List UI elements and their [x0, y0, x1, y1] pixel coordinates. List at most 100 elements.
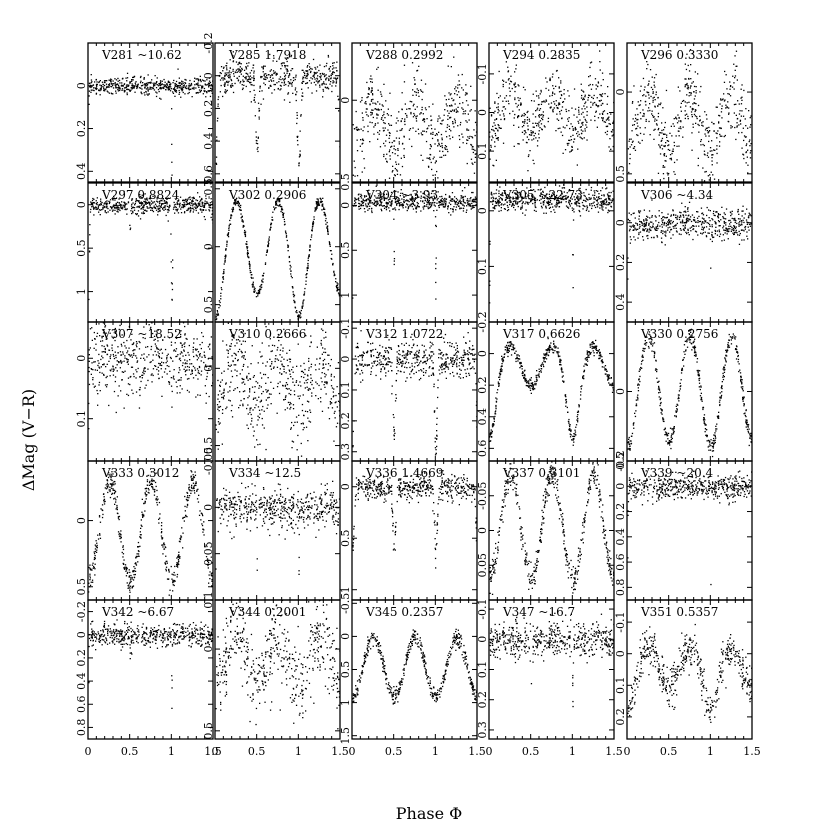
- data-point: [247, 250, 249, 252]
- data-point: [663, 154, 665, 156]
- data-point: [413, 77, 415, 79]
- data-point: [296, 310, 298, 312]
- data-point: [326, 62, 328, 65]
- data-point: [411, 202, 413, 204]
- data-point: [660, 102, 662, 104]
- data-point: [366, 206, 368, 208]
- data-point: [219, 301, 221, 304]
- data-point: [228, 224, 230, 227]
- data-point: [317, 202, 319, 205]
- data-point: [656, 124, 658, 126]
- data-point: [390, 201, 392, 203]
- data-point: [288, 75, 290, 77]
- data-point: [181, 86, 183, 88]
- data-point: [200, 80, 202, 83]
- data-point: [428, 202, 430, 204]
- data-point: [124, 202, 126, 204]
- data-point: [664, 126, 666, 129]
- data-point: [131, 88, 133, 90]
- data-point: [512, 202, 514, 205]
- data-point: [183, 204, 185, 206]
- data-point: [263, 73, 265, 75]
- data-point: [335, 67, 337, 69]
- data-point: [650, 95, 652, 98]
- data-point: [325, 74, 327, 76]
- data-point: [583, 137, 585, 139]
- data-point: [503, 118, 506, 120]
- data-point: [232, 60, 235, 62]
- data-point: [230, 71, 232, 74]
- data-point: [368, 87, 370, 89]
- data-point: [242, 79, 244, 81]
- data-point: [433, 204, 435, 206]
- data-point: [632, 118, 634, 120]
- data-point: [499, 186, 501, 188]
- data-point: [370, 91, 372, 93]
- data-point: [403, 136, 405, 138]
- panel-frame: [351, 42, 478, 183]
- data-point: [279, 89, 281, 91]
- data-point: [572, 254, 574, 256]
- data-point: [588, 84, 590, 87]
- data-point: [444, 154, 447, 156]
- data-point: [175, 91, 178, 93]
- data-point: [508, 83, 511, 85]
- data-point: [447, 208, 449, 210]
- data-point: [742, 153, 744, 155]
- data-point: [398, 163, 400, 165]
- data-point: [739, 120, 741, 122]
- data-point: [430, 205, 433, 207]
- data-point: [455, 111, 457, 113]
- data-point: [631, 130, 633, 132]
- data-point: [652, 97, 654, 99]
- data-point: [466, 139, 468, 141]
- data-point: [515, 188, 517, 190]
- data-point: [234, 203, 236, 205]
- data-point: [378, 204, 381, 207]
- data-point: [601, 202, 603, 204]
- data-point: [133, 207, 136, 209]
- data-point: [155, 205, 158, 207]
- data-point: [130, 205, 133, 207]
- data-point: [261, 279, 263, 281]
- data-point: [141, 203, 143, 205]
- data-point: [456, 94, 458, 96]
- data-point: [313, 73, 316, 75]
- data-point: [497, 124, 499, 126]
- data-point: [576, 116, 578, 118]
- data-point: [559, 111, 561, 113]
- data-point: [571, 149, 574, 151]
- data-point: [587, 96, 589, 99]
- data-point: [193, 86, 195, 89]
- data-point: [493, 112, 495, 114]
- data-point: [163, 199, 166, 202]
- data-point: [133, 75, 135, 78]
- data-point: [253, 96, 256, 99]
- data-point: [532, 93, 534, 95]
- data-point: [370, 90, 373, 92]
- data-point: [275, 201, 277, 204]
- data-point: [429, 153, 431, 156]
- data-point: [413, 114, 416, 116]
- data-point: [280, 68, 282, 70]
- data-point: [668, 144, 670, 146]
- data-point: [590, 186, 593, 189]
- data-point: [509, 200, 512, 202]
- data-point: [272, 77, 274, 79]
- data-point: [294, 307, 297, 309]
- data-point: [323, 83, 325, 85]
- data-point: [162, 203, 164, 205]
- data-point: [571, 125, 574, 128]
- data-point: [168, 81, 170, 84]
- data-point: [93, 87, 95, 89]
- data-point: [172, 92, 175, 94]
- data-point: [159, 84, 162, 87]
- data-point: [574, 129, 576, 131]
- data-point: [152, 85, 155, 87]
- data-point: [387, 129, 389, 131]
- data-point: [706, 118, 708, 120]
- data-point: [220, 292, 222, 294]
- data-point: [385, 134, 388, 136]
- data-point: [264, 76, 266, 78]
- data-point: [522, 212, 524, 214]
